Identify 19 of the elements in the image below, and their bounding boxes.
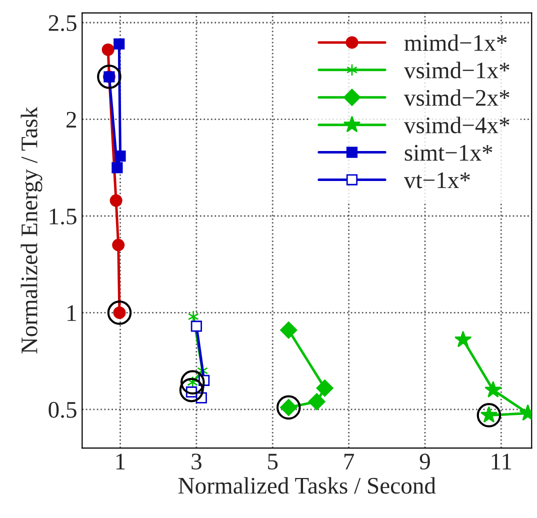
legend-label: vt−1x* bbox=[404, 172, 470, 188]
x-tick-label: 9 bbox=[420, 454, 430, 470]
legend-label: vsimd−4x* bbox=[404, 116, 510, 134]
y-tick-label: 2.5 bbox=[48, 15, 76, 32]
y-tick-label: 2 bbox=[66, 112, 76, 128]
y-axis-title: Normalized Energy / Task bbox=[20, 106, 42, 354]
y-tick-label: 1 bbox=[68, 305, 76, 321]
legend-label: simt−1x* bbox=[404, 144, 492, 161]
y-tick-label: 1.5 bbox=[50, 208, 76, 225]
legend-label: mimd−1x* bbox=[404, 34, 507, 51]
x-tick-label: 7 bbox=[344, 454, 354, 470]
x-axis-title: Normalized Tasks / Second bbox=[178, 477, 436, 494]
x-tick-label: 11 bbox=[492, 454, 512, 470]
x-tick-label: 3 bbox=[192, 454, 202, 470]
x-tick-label: 1 bbox=[116, 454, 125, 470]
x-tick-label: 5 bbox=[268, 454, 278, 470]
legend-label: vsimd−2x* bbox=[404, 89, 510, 106]
legend-label: vsimd−1x* bbox=[404, 62, 510, 78]
y-tick-label: 0.5 bbox=[48, 402, 76, 418]
